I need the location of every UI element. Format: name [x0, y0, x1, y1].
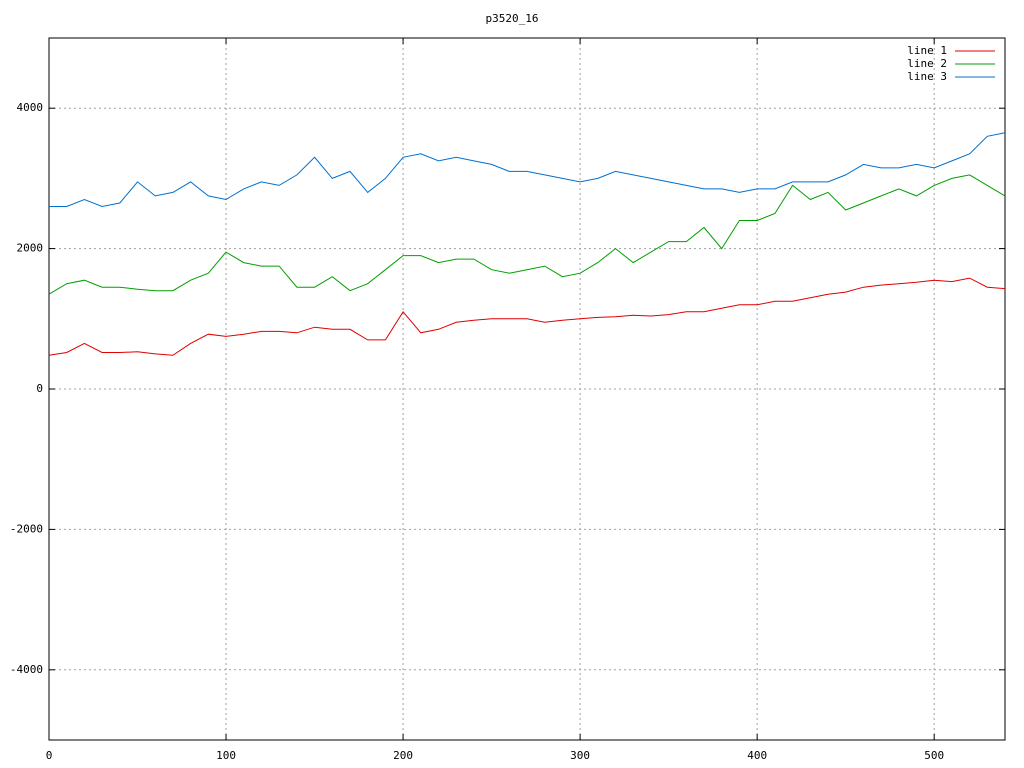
legend-label: line 2: [907, 57, 947, 70]
x-tick-label: 0: [46, 749, 53, 762]
x-tick-label: 500: [924, 749, 944, 762]
x-tick-label: 300: [570, 749, 590, 762]
chart-title: p3520_16: [486, 12, 539, 25]
data-line: [48, 277, 1006, 356]
x-tick-label: 200: [393, 749, 413, 762]
y-tick-label: -2000: [10, 522, 43, 535]
y-tick-label: 4000: [17, 101, 44, 114]
x-tick-label: 100: [216, 749, 236, 762]
y-tick-label: 2000: [17, 242, 44, 255]
legend-label: line 3: [907, 70, 947, 83]
data-line: [48, 174, 1006, 295]
y-tick-label: 0: [36, 382, 43, 395]
y-tick-label: -4000: [10, 663, 43, 676]
data-line: [49, 132, 1006, 208]
legend-label: line 1: [907, 44, 947, 57]
x-tick-label: 400: [747, 749, 767, 762]
plot-border: [48, 37, 1006, 741]
